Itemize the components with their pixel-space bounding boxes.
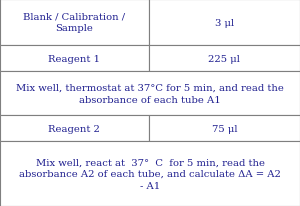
Text: Reagent 1: Reagent 1 (48, 54, 100, 63)
Bar (0, 142, 300, 206)
Bar (0, 46, 148, 72)
Text: Reagent 2: Reagent 2 (48, 124, 100, 133)
Bar (148, 0, 300, 46)
Bar (148, 115, 300, 142)
Text: 3 μl: 3 μl (215, 19, 234, 27)
Bar (0, 0, 148, 46)
Bar (0, 72, 300, 115)
Text: Mix well, react at  37°  C  for 5 min, read the
absorbance A2 of each tube, and : Mix well, react at 37° C for 5 min, read… (19, 158, 281, 190)
Text: 75 μl: 75 μl (212, 124, 237, 133)
Bar (148, 46, 300, 72)
Text: Mix well, thermostat at 37°C for 5 min, and read the
absorbance of each tube A1: Mix well, thermostat at 37°C for 5 min, … (16, 83, 284, 104)
Bar (0, 115, 148, 142)
Text: Blank / Calibration /
Sample: Blank / Calibration / Sample (23, 13, 125, 33)
Text: 225 μl: 225 μl (208, 54, 240, 63)
